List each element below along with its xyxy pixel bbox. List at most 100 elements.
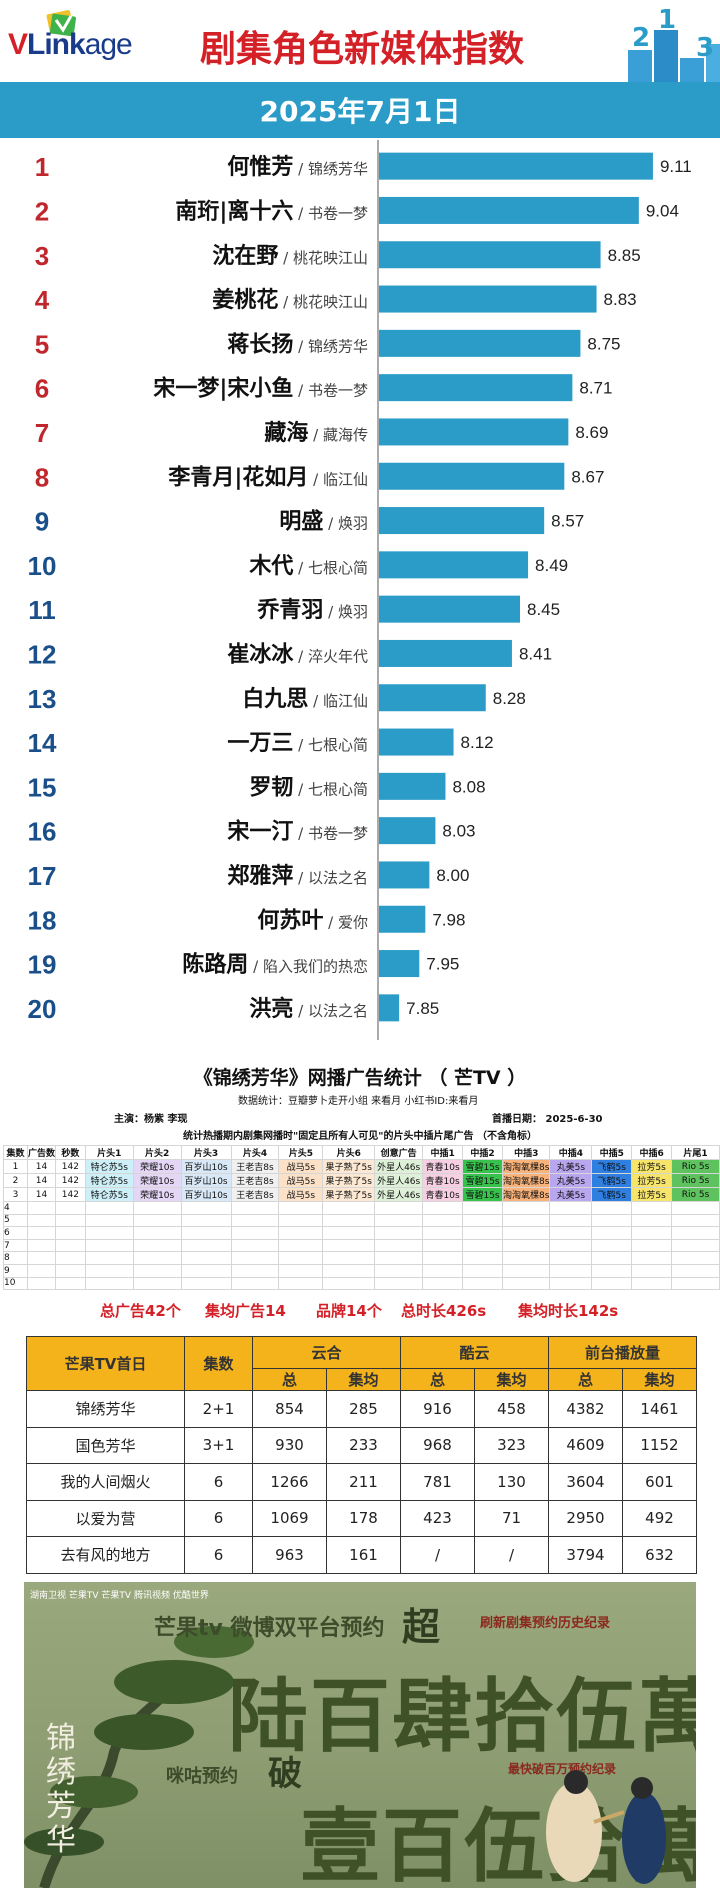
ad-table-cell: 王老吉8s	[230, 1159, 280, 1174]
mango-table-cell: 4609	[548, 1426, 623, 1464]
bar	[379, 639, 512, 667]
ad-table-cell	[631, 1263, 673, 1278]
bar	[379, 595, 520, 623]
character-name: 明盛	[279, 509, 323, 535]
ad-table-cell: 王老吉8s	[230, 1187, 280, 1202]
ad-table-header-cell: 中插1	[422, 1145, 464, 1160]
mango-subheader: 总	[252, 1368, 327, 1391]
bar	[379, 152, 653, 180]
summary-avg-ads: 集均广告14	[205, 1302, 286, 1320]
ad-table-cell: 淘淘氧棵8s	[502, 1187, 551, 1202]
ad-table-cell	[671, 1201, 720, 1215]
rank-label: 7	[35, 418, 49, 448]
ad-stats-source: 数据统计：豆瓣萝卜走开小组 来看月 小红书ID:来看月	[238, 1096, 479, 1107]
value-label: 8.28	[493, 689, 526, 708]
character-name: 罗韧	[249, 775, 293, 800]
ad-table-header-cell: 中插6	[631, 1145, 673, 1160]
mango-table-row: 我的人间烟火 6 1266 211 781 130 3604 601	[26, 1463, 697, 1501]
mango-header-title: 芒果TV首日	[26, 1336, 185, 1391]
mango-table-cell: 1461	[622, 1390, 697, 1428]
ad-table-cell: Rio 5s	[671, 1173, 720, 1188]
ad-table-cell: 飞鹤5s	[591, 1187, 633, 1202]
ad-table-cell	[54, 1238, 86, 1253]
mango-subheader: 集均	[622, 1368, 697, 1391]
poster-show-title: 锦绣芳华	[46, 1721, 76, 1858]
show-name: 锦绣芳华	[308, 160, 368, 178]
bar	[379, 861, 430, 889]
mango-table-cell: 去有风的地方	[26, 1536, 185, 1574]
value-label: 8.85	[608, 246, 641, 265]
mango-table-cell: 以爱为营	[26, 1499, 185, 1537]
ad-table-cell	[591, 1238, 633, 1253]
ad-table-cell: 百岁山10s	[180, 1159, 232, 1174]
label-separator: /	[308, 692, 323, 710]
ad-table-cell: 飞鹤5s	[591, 1159, 633, 1174]
ad-table-cell: 丸美5s	[549, 1187, 593, 1202]
ad-table-cell	[462, 1226, 504, 1240]
mango-table-cell: 6	[184, 1499, 253, 1537]
character-name: 崔冰冰	[227, 642, 294, 667]
show-name: 锦绣芳华	[308, 337, 368, 355]
ad-table-cell	[278, 1263, 324, 1278]
ad-table-cell	[374, 1213, 424, 1228]
character-name: 姜桃花	[212, 287, 278, 313]
rank-label: 16	[28, 817, 57, 847]
character-name: 宋一汀	[227, 819, 293, 845]
category-label: 李青月|花如月 / 临江仙	[167, 464, 368, 490]
ad-table-cell	[591, 1213, 633, 1228]
ad-table-cell	[671, 1276, 720, 1291]
rank-label: 5	[35, 329, 49, 359]
mango-table-cell: 492	[622, 1499, 697, 1537]
rank-label: 2	[35, 196, 49, 226]
ad-table-cell	[549, 1276, 593, 1291]
mango-first-day-table: 芒果TV首日 集数 云合 酷云 前台播放量 总 集均 总 集均 总 集均 锦绣芳…	[26, 1336, 697, 1574]
ad-table-cell: 果子熟了5s	[322, 1159, 376, 1174]
label-separator: /	[323, 913, 338, 931]
ad-table-cell	[422, 1213, 464, 1228]
ad-table-cell	[26, 1226, 56, 1240]
label-separator: /	[293, 1002, 308, 1020]
category-label: 姜桃花 / 桃花映江山	[212, 287, 368, 313]
ad-table-cell	[549, 1251, 593, 1265]
category-label: 宋一梦|宋小鱼 / 书卷一梦	[153, 376, 368, 402]
show-name: 桃花映江山	[293, 293, 368, 311]
ad-table-cell	[631, 1251, 673, 1265]
ad-table-cell	[422, 1251, 464, 1265]
category-label: 沈在野 / 桃花映江山	[212, 243, 368, 269]
poster-characters-illustration	[546, 1770, 666, 1884]
ad-table-cell: 王老吉8s	[230, 1173, 280, 1188]
ad-table-row: 10	[3, 1276, 720, 1291]
ad-table-cell	[322, 1213, 376, 1228]
ad-table-cell	[549, 1213, 593, 1228]
value-label: 8.57	[551, 512, 584, 531]
bar	[379, 418, 569, 446]
mango-table-cell: 2+1	[184, 1390, 253, 1428]
bar	[379, 994, 400, 1022]
show-name: 临江仙	[323, 470, 368, 488]
ad-table-cell	[374, 1238, 424, 1253]
ad-table-cell	[278, 1201, 324, 1215]
category-label: 蒋长扬 / 锦绣芳华	[227, 332, 368, 357]
bar	[379, 684, 486, 712]
ad-table-cell: 荣耀10s	[132, 1173, 182, 1188]
ad-table-cell: 荣耀10s	[132, 1159, 182, 1174]
date-label: 2025年7月1日	[259, 95, 461, 128]
label-separator: /	[293, 204, 308, 222]
bar	[379, 772, 446, 800]
ad-table-cell: 特仑苏5s	[84, 1187, 134, 1202]
label-separator: /	[293, 736, 308, 754]
page-title: 剧集角色新媒体指数	[200, 29, 525, 70]
ad-table-header-cell: 集数	[3, 1145, 28, 1160]
label-separator: /	[293, 825, 308, 843]
mango-header-yunhe: 云合	[252, 1336, 401, 1369]
rank-label: 20	[28, 994, 57, 1024]
character-name: 陈路周	[182, 952, 248, 978]
ad-table-cell	[54, 1251, 86, 1265]
ad-table-cell	[180, 1213, 232, 1228]
bar	[379, 196, 639, 224]
ad-table-cell: 142	[54, 1173, 86, 1188]
ad-table-cell	[549, 1238, 593, 1253]
ad-table-cell	[26, 1276, 56, 1291]
mango-table-cell: 4382	[548, 1390, 623, 1428]
ad-stats-title: 《锦绣芳华》网播广告统计 （ 芒TV ）	[193, 1067, 527, 1089]
